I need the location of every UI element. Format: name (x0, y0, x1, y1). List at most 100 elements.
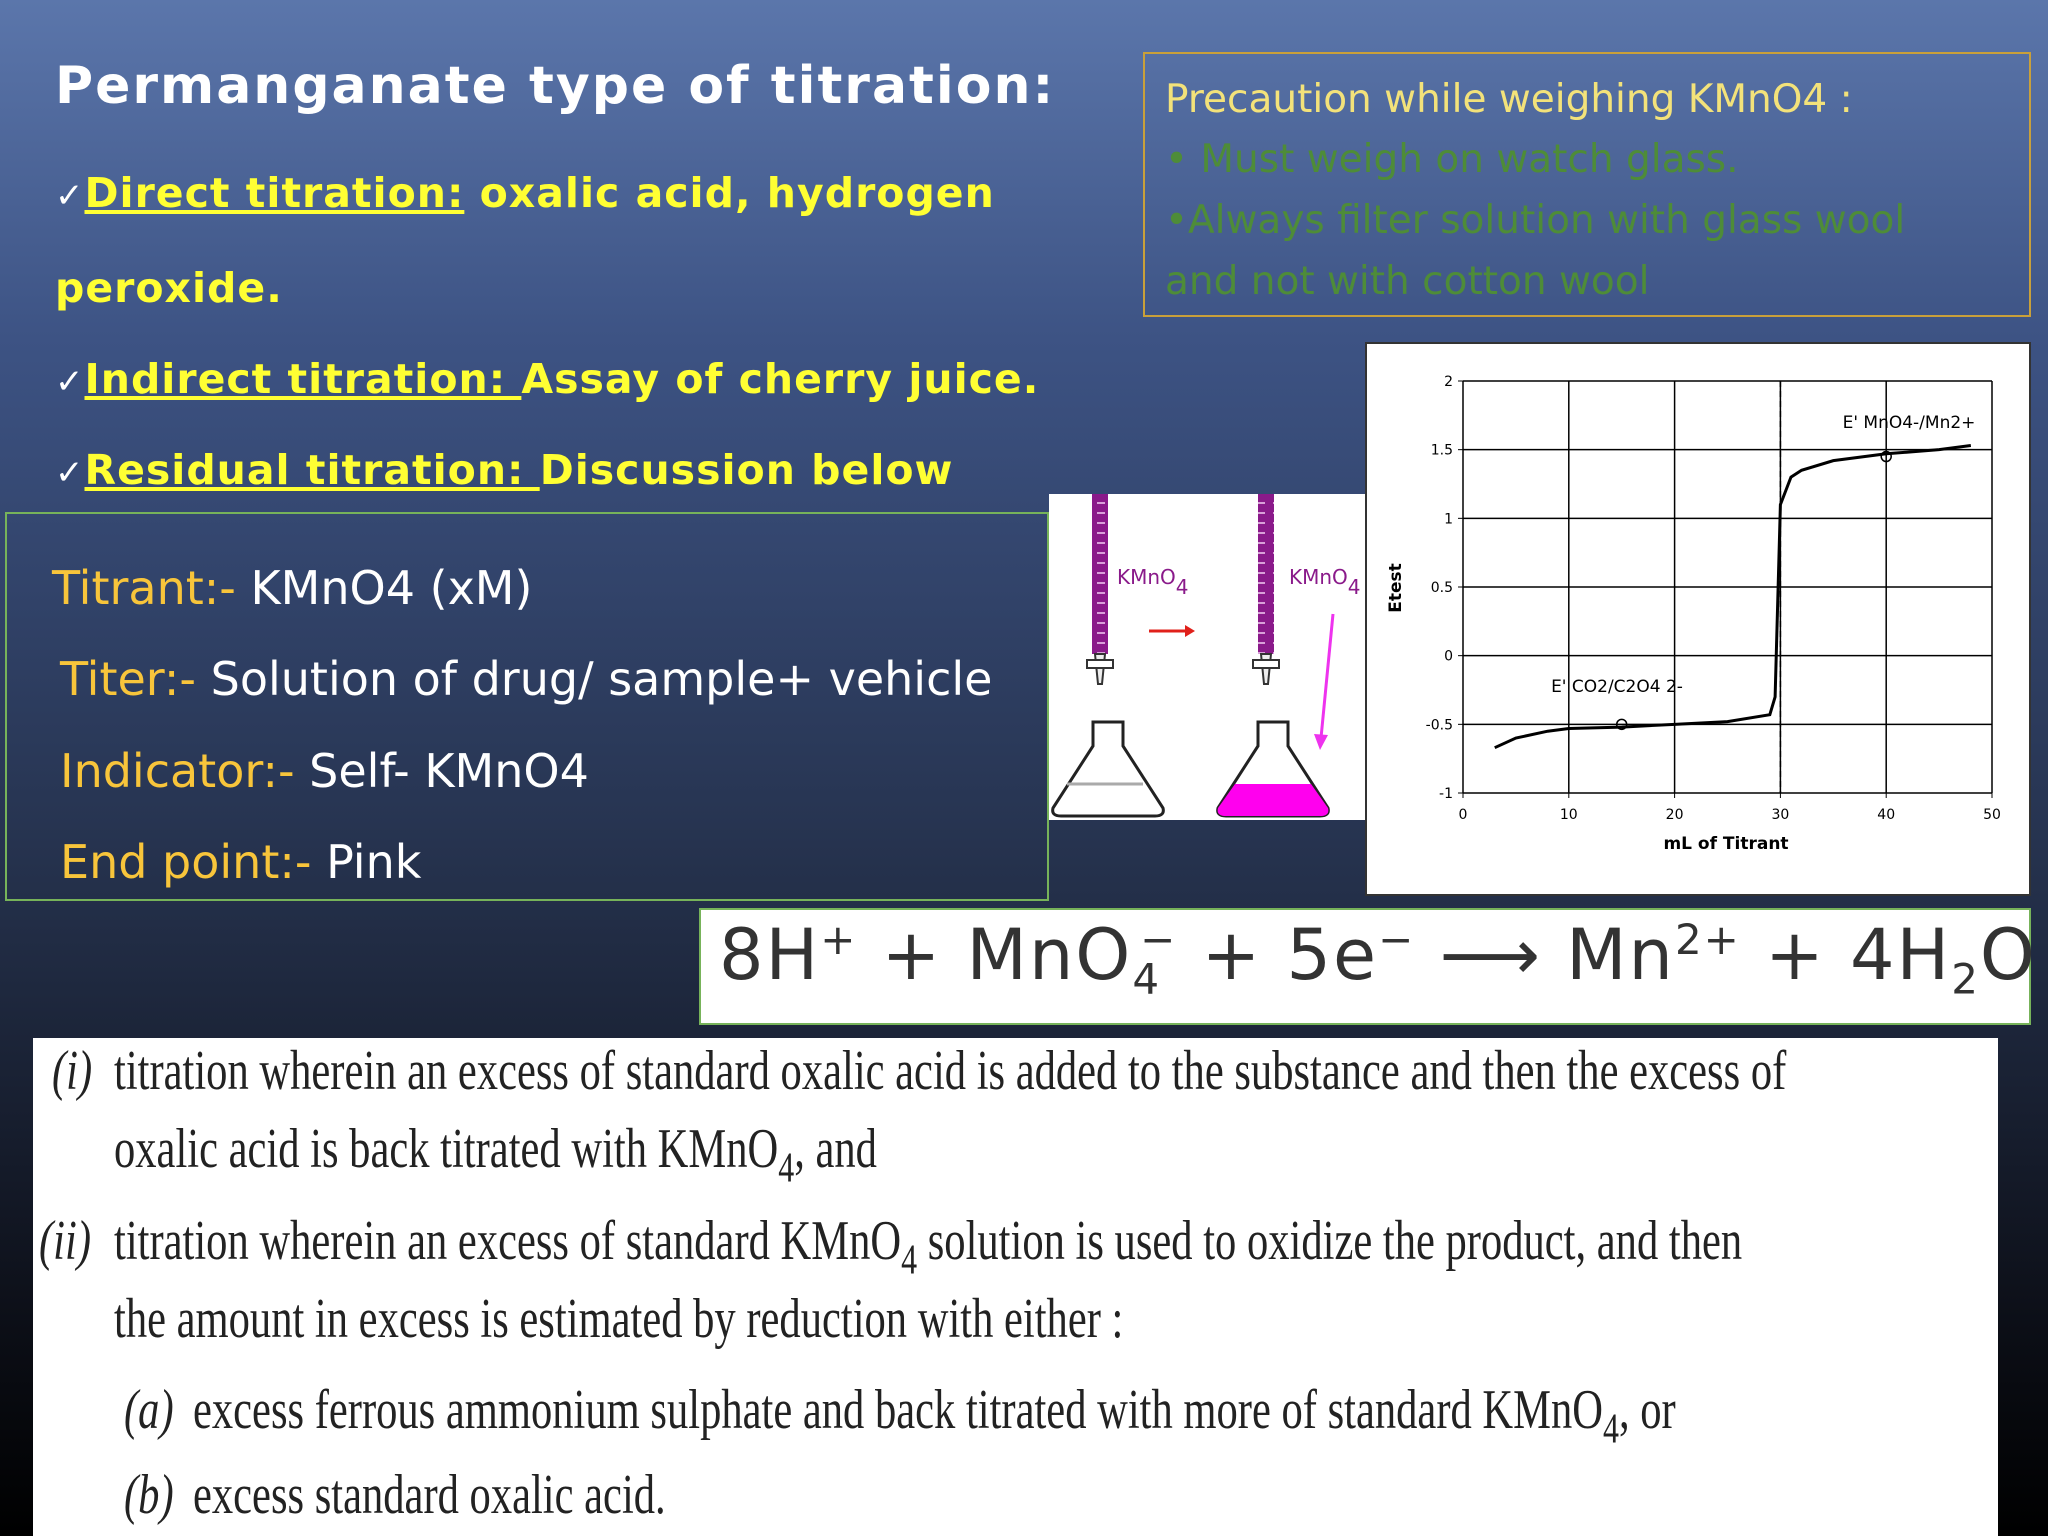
precaution-bullet: and not with cotton wool (1165, 259, 1650, 304)
eq-part: 8H (719, 914, 821, 996)
x-tick-label: 40 (1877, 807, 1895, 823)
detail-row: Indicator:- Self- KMnO4 (60, 741, 589, 801)
subscript: 4 (1603, 1406, 1619, 1453)
detail-row: Titer:- Solution of drug/ sample+ vehicl… (60, 649, 992, 709)
method-label: Residual titration: (84, 446, 540, 494)
y-tick-label: 1 (1444, 511, 1453, 527)
y-tick-label: 2 (1444, 374, 1453, 390)
stopcock (1252, 659, 1280, 669)
eq-part: + 4H (1740, 914, 1952, 996)
precaution-bullet: •Always filter solution with glass wool (1165, 198, 1906, 243)
detail-row: Titrant:- KMnO4 (xM) (52, 558, 532, 618)
slide-title: Permanganate type of titration: (55, 56, 1056, 116)
eq-part: + MnO (857, 914, 1133, 996)
precaution-bullet: • Must weigh on watch glass. (1165, 137, 1739, 182)
method: ✓Residual titration: Discussion below (55, 424, 953, 519)
detail-row: End point:- Pink (60, 832, 421, 892)
procedure-line: oxalic acid is back titrated with KMnO4,… (114, 1119, 877, 1199)
precaution-box: Precaution while weighing KMnO4 : • Must… (1143, 52, 2031, 317)
procedure-line: titration wherein an excess of standard … (114, 1211, 1742, 1291)
text: , and (794, 1118, 877, 1180)
marker: (a) (124, 1379, 174, 1441)
detail-label: Indicator:- (60, 744, 295, 798)
y-tick-label: -0.5 (1426, 717, 1453, 733)
flask (1051, 720, 1165, 818)
text: , or (1618, 1379, 1676, 1441)
text: titration wherein an excess of standard … (114, 1040, 1787, 1102)
equation: 8H+ + MnO4− + 5e− ⟶ Mn2+ + 4H2O (719, 914, 2037, 1004)
y-tick-label: 0.5 (1431, 580, 1453, 596)
details-box: Titrant:- KMnO4 (xM) Titer:- Solution of… (5, 512, 1049, 901)
y-tick-label: 1.5 (1431, 443, 1453, 459)
method-text: Assay of cherry juice. (521, 355, 1040, 403)
detail-label: Titrant:- (52, 561, 236, 615)
eq-part: O (1979, 914, 2038, 996)
titration-illustration: KMnO4 KMnO4 (1049, 494, 1365, 820)
titration-chart: Etest mL of Titrant E' MnO4-/Mn2+ E' CO2… (1365, 342, 2031, 896)
reagent: KMnO (1117, 565, 1176, 589)
procedure-line: excess ferrous ammonium sulphate and bac… (193, 1380, 1676, 1460)
stopcock (1086, 659, 1114, 669)
text: oxalic acid is back titrated with KMnO (114, 1118, 779, 1180)
subscript: 4 (778, 1145, 795, 1192)
text: solution is used to oxidize the product,… (917, 1210, 1743, 1272)
procedure-line: the amount in excess is estimated by red… (114, 1289, 1123, 1349)
highlight-point (1615, 718, 1628, 731)
detail-label: End point:- (60, 835, 312, 889)
method: ✓Indirect titration: Assay of cherry jui… (55, 333, 1039, 428)
x-tick-label: 20 (1666, 807, 1684, 823)
marker: (b) (124, 1464, 174, 1526)
chart-bg (1365, 342, 2031, 896)
marker: (i) (52, 1040, 93, 1102)
method-text: oxalic acid, hydrogen peroxide. (55, 169, 995, 312)
eq-sup: − (1140, 914, 1178, 964)
checkmark: ✓ (55, 176, 85, 216)
x-tick-label: 30 (1771, 807, 1789, 823)
arrow (1319, 613, 1335, 739)
titration-curve (1494, 444, 1972, 750)
y-tick-label: -1 (1439, 786, 1453, 802)
y-tick-label: 0 (1444, 649, 1453, 665)
procedure-line: titration wherein an excess of standard … (114, 1041, 1786, 1101)
marker: (ii) (39, 1210, 92, 1272)
detail-value: Self- KMnO4 (294, 744, 589, 798)
checkmark: ✓ (55, 453, 85, 493)
text: excess ferrous ammonium sulphate and bac… (193, 1379, 1604, 1441)
text: the amount in excess is estimated by red… (114, 1288, 1124, 1350)
burette (1258, 494, 1274, 654)
eq-sub: 2 (1951, 954, 1980, 1004)
subscript: 4 (901, 1237, 918, 1284)
burette (1092, 494, 1108, 654)
x-tick-label: 10 (1560, 807, 1578, 823)
equation-box: 8H+ + MnO4− + 5e− ⟶ Mn2+ + 4H2O (699, 908, 2035, 1025)
annotation: E' MnO4-/Mn2+ (1843, 413, 1976, 433)
checkmark: ✓ (55, 362, 85, 402)
reagent-sub: 4 (1348, 575, 1361, 599)
text: excess standard oxalic acid. (193, 1464, 666, 1526)
x-axis-label: mL of Titrant (1663, 834, 1788, 854)
y-axis-label: Etest (1386, 563, 1406, 613)
method-label: Indirect titration: (84, 355, 522, 403)
text: titration wherein an excess of standard … (114, 1210, 902, 1272)
detail-value: Pink (311, 835, 422, 889)
eq-sup: + (820, 914, 858, 964)
x-tick-label: 50 (1983, 807, 2001, 823)
procedures-box: (i) titration wherein an excess of stand… (33, 1038, 1998, 1536)
eq-sup: − (1378, 914, 1416, 964)
highlight-point (1880, 450, 1892, 463)
arrowhead (1314, 734, 1328, 750)
method-label: Direct titration: (84, 169, 465, 217)
reagent-sub: 4 (1176, 575, 1189, 599)
eq-sub: 4 (1132, 954, 1162, 1004)
arrowhead (1185, 625, 1195, 637)
procedure-line: excess standard oxalic acid. (193, 1465, 666, 1525)
method-text: Discussion below (539, 446, 954, 494)
method: ✓Direct titration: oxalic acid, hydrogen… (55, 147, 1145, 334)
pink-solution (1217, 784, 1329, 816)
precaution-heading: Precaution while weighing KMnO4 : (1165, 77, 1853, 122)
eq-part: ⟶ Mn (1415, 914, 1675, 996)
annotation: E' CO2/C2O4 2- (1551, 677, 1683, 697)
detail-label: Titer:- (60, 652, 197, 706)
eq-sup: 2+ (1674, 914, 1741, 964)
